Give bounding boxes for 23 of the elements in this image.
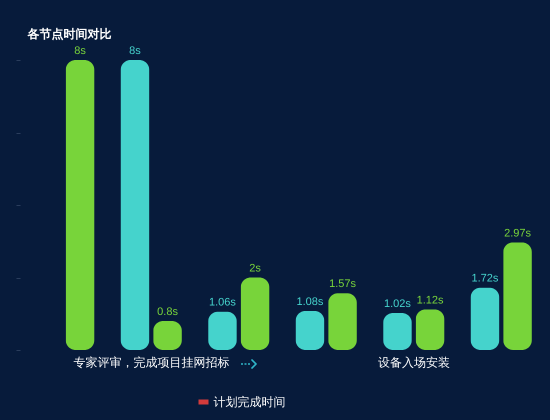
- bar: [416, 309, 444, 350]
- bar: [328, 293, 357, 350]
- data-label: 1.72s: [472, 272, 499, 285]
- data-label: 1.08s: [296, 296, 324, 308]
- data-label: 8s: [129, 45, 142, 57]
- x-tick-label: 设备入场安装: [378, 356, 450, 370]
- data-label: 1.57s: [329, 278, 356, 290]
- data-label: 1.12s: [416, 294, 444, 306]
- legend-label: 计划完成时间: [214, 395, 286, 409]
- bar: [66, 60, 94, 350]
- bar: [120, 60, 150, 350]
- bar: [503, 242, 532, 350]
- bar: [240, 278, 270, 350]
- chart-title: 各节点时间对比: [26, 27, 112, 41]
- bar: [296, 310, 324, 350]
- bar: [470, 288, 500, 350]
- data-label: 1.06s: [209, 296, 236, 309]
- data-label: 8s: [74, 45, 86, 57]
- data-label: 2s: [249, 262, 262, 274]
- x-tick-label: 专家评审，完成项目挂网招标: [73, 356, 230, 370]
- data-label: 0.8s: [157, 306, 178, 318]
- data-label: 1.02s: [384, 298, 412, 310]
- data-label: 2.97s: [504, 227, 532, 240]
